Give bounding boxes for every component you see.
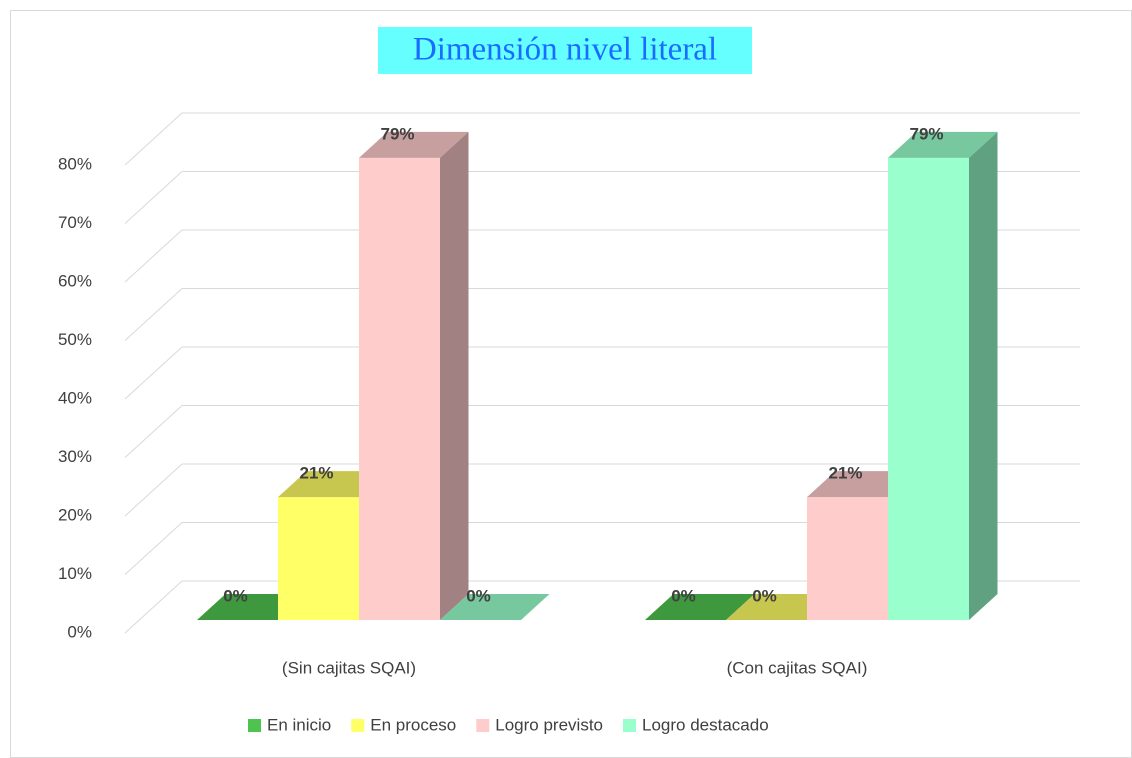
y-tick-label: 70% bbox=[58, 213, 92, 232]
y-tick-label: 50% bbox=[58, 330, 92, 349]
grid-line-side bbox=[124, 171, 183, 224]
y-tick-label: 0% bbox=[67, 622, 92, 641]
x-tick-label: (Con cajitas SQAI) bbox=[727, 658, 868, 677]
bar-top bbox=[645, 594, 755, 620]
bar-front bbox=[888, 157, 969, 620]
value-label: 21% bbox=[828, 464, 862, 483]
bar-top bbox=[359, 131, 469, 158]
grid-line-side bbox=[124, 346, 183, 400]
legend: En inicio En proceso Logro previsto Logro d… bbox=[248, 715, 769, 734]
grid-line-side bbox=[124, 580, 183, 634]
legend-label: Logro destacado bbox=[642, 715, 769, 734]
y-tick-label: 30% bbox=[58, 447, 92, 466]
legend-swatch bbox=[476, 719, 490, 732]
y-tick-label: 20% bbox=[58, 505, 92, 524]
bar-front bbox=[278, 497, 359, 620]
bar-top bbox=[440, 594, 550, 620]
value-label: 0% bbox=[671, 586, 696, 605]
grid-line-side bbox=[124, 112, 183, 166]
y-tick-label: 80% bbox=[58, 154, 92, 173]
value-label: 79% bbox=[909, 124, 943, 143]
value-label: 0% bbox=[223, 586, 248, 605]
legend-swatch bbox=[351, 719, 365, 732]
bar-top bbox=[888, 131, 998, 158]
chart-title: Dimensión nivel literal bbox=[413, 32, 717, 68]
value-label: 0% bbox=[752, 586, 777, 605]
y-tick-label: 40% bbox=[58, 388, 92, 407]
bar-front bbox=[807, 497, 888, 620]
grid-line-side bbox=[124, 405, 183, 458]
bar-front bbox=[359, 157, 440, 620]
bar-side bbox=[969, 131, 998, 620]
y-tick-label: 10% bbox=[58, 564, 92, 583]
legend-label: Logro previsto bbox=[495, 715, 603, 734]
grid-line-side bbox=[124, 522, 183, 575]
grid-line-side bbox=[124, 288, 183, 341]
x-tick-label: (Sin cajitas SQAI) bbox=[282, 658, 416, 677]
title-background bbox=[378, 27, 752, 74]
y-tick-label: 60% bbox=[58, 271, 92, 290]
grid-line-side bbox=[124, 463, 183, 517]
value-label: 79% bbox=[380, 124, 414, 143]
legend-label: En proceso bbox=[370, 715, 456, 734]
legend-label: En inicio bbox=[267, 715, 331, 734]
bar-side bbox=[440, 131, 469, 620]
legend-swatch bbox=[623, 719, 636, 732]
legend-swatch bbox=[248, 719, 261, 732]
value-label: 21% bbox=[299, 464, 333, 483]
grid-line-side bbox=[124, 229, 183, 283]
value-label: 0% bbox=[466, 586, 491, 605]
